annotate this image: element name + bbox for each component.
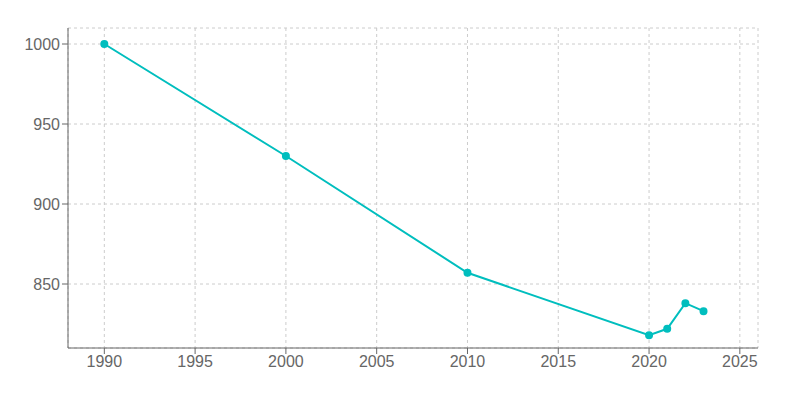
svg-text:900: 900: [33, 196, 60, 213]
svg-text:2015: 2015: [540, 353, 576, 370]
svg-text:2010: 2010: [450, 353, 486, 370]
svg-text:2005: 2005: [359, 353, 395, 370]
svg-text:2025: 2025: [722, 353, 758, 370]
svg-text:2020: 2020: [631, 353, 667, 370]
svg-text:1000: 1000: [24, 36, 60, 53]
svg-text:1995: 1995: [177, 353, 213, 370]
svg-text:950: 950: [33, 116, 60, 133]
svg-text:1990: 1990: [87, 353, 123, 370]
svg-text:2000: 2000: [268, 353, 304, 370]
svg-text:850: 850: [33, 276, 60, 293]
